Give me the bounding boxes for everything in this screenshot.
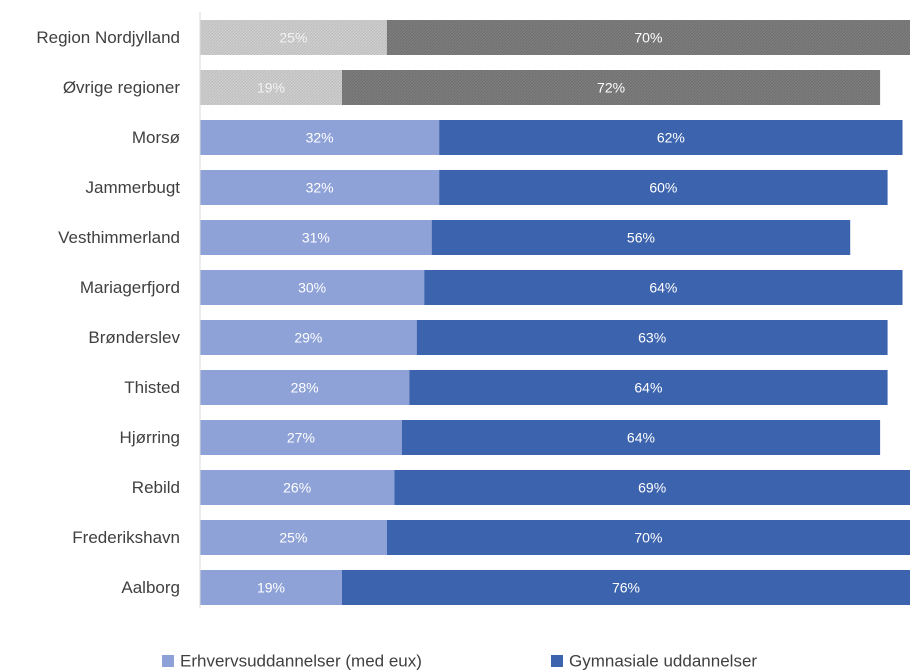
data-label: 63% (638, 330, 666, 346)
category-label: Brønderslev (88, 328, 180, 347)
legend: Erhvervsuddannelser (med eux) Gymnasiale … (162, 652, 757, 670)
bar-segment-gymnasial (431, 220, 851, 255)
data-label: 27% (287, 430, 315, 446)
bar-segment-erhverv (200, 170, 440, 205)
data-label: 56% (627, 230, 655, 246)
bar-segment-gymnasial (401, 420, 881, 455)
data-label: 32% (306, 180, 334, 196)
data-label: 64% (627, 430, 655, 446)
data-label: 62% (657, 130, 685, 146)
category-label: Region Nordjylland (36, 28, 180, 47)
bar-segment-gymnasial (424, 270, 903, 305)
bar-segment-erhverv (200, 370, 410, 405)
data-label: 70% (634, 530, 662, 546)
data-label: 29% (294, 330, 322, 346)
bars-layer (200, 20, 910, 605)
bar-segment-erhverv (200, 20, 387, 55)
bar-segment-erhverv (200, 220, 432, 255)
category-label: Rebild (132, 478, 180, 497)
data-label: 72% (597, 80, 625, 96)
bar-segment-erhverv (200, 70, 342, 105)
category-label: Frederikshavn (72, 528, 180, 547)
bar-segment-gymnasial (394, 470, 910, 505)
data-label: 19% (257, 80, 285, 96)
bar-segment-erhverv (200, 520, 387, 555)
legend-swatch (551, 655, 563, 667)
category-label: Øvrige regioner (63, 78, 181, 97)
data-label: 76% (612, 580, 640, 596)
data-label: 69% (638, 480, 666, 496)
category-label: Jammerbugt (86, 178, 181, 197)
legend-label: Gymnasiale uddannelser (569, 652, 757, 670)
category-label: Vesthimmerland (58, 228, 180, 247)
data-label: 30% (298, 280, 326, 296)
bar-segment-erhverv (200, 320, 417, 355)
data-label: 25% (279, 30, 307, 46)
bar-segment-erhverv (200, 270, 425, 305)
legend-label: Erhvervsuddannelser (med eux) (180, 652, 422, 670)
bar-segment-gymnasial (439, 170, 888, 205)
data-label: 25% (279, 530, 307, 546)
category-label: Mariagerfjord (80, 278, 180, 297)
category-label: Aalborg (121, 578, 180, 597)
legend-swatch (162, 655, 174, 667)
bar-segment-erhverv (200, 570, 342, 605)
labels-layer: Region Nordjylland 25% 70% Øvrige regioner 1… (36, 28, 684, 597)
data-label: 28% (291, 380, 319, 396)
bar-segment-gymnasial (386, 520, 910, 555)
bar-segment-erhverv (200, 420, 402, 455)
category-label: Thisted (124, 378, 180, 397)
category-label: Hjørring (120, 428, 180, 447)
data-label: 70% (634, 30, 662, 46)
bar-segment-gymnasial (386, 20, 910, 55)
bar-segment-gymnasial (342, 70, 881, 105)
data-label: 32% (306, 130, 334, 146)
bar-segment-erhverv (200, 120, 440, 155)
data-label: 64% (634, 380, 662, 396)
data-label: 31% (302, 230, 330, 246)
data-label: 19% (257, 580, 285, 596)
category-label: Morsø (132, 128, 180, 147)
bar-segment-gymnasial (439, 120, 903, 155)
data-label: 26% (283, 480, 311, 496)
bar-segment-gymnasial (409, 370, 888, 405)
bar-segment-gymnasial (342, 570, 910, 605)
bar-segment-erhverv (200, 470, 395, 505)
data-label: 60% (649, 180, 677, 196)
bar-segment-gymnasial (416, 320, 888, 355)
data-label: 64% (649, 280, 677, 296)
